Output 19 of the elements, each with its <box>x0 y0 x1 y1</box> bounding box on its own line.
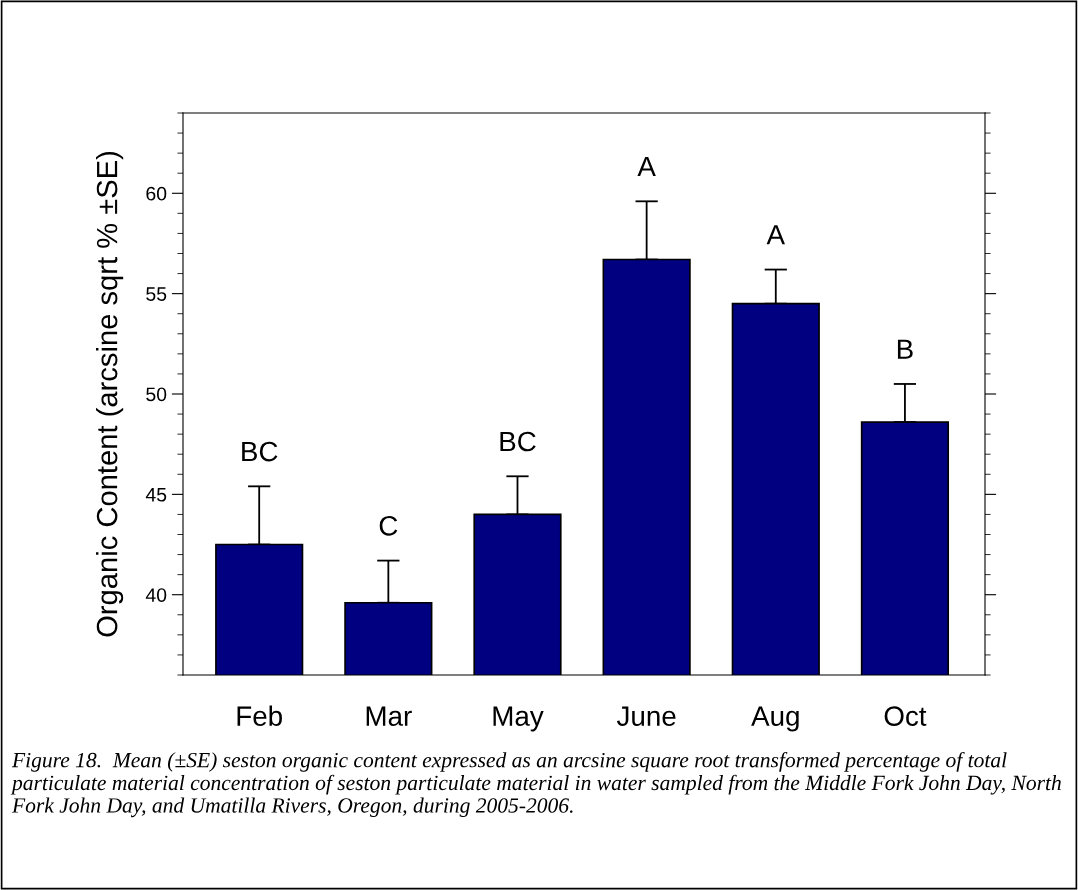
caption: Figure 18. Mean (±SE) seston organic content expressed as an arcsine square root transformed percentage of total particulate material concentration of seston particulate material in water sampled from the Middle Fork John Day, North Fork John Day, and Umatilla Rivers, Oregon, during 2005-2006. <box>10 752 1061 818</box>
x-tick-label: May <box>493 706 544 732</box>
y-tick-label: 55 <box>146 287 167 301</box>
x-tick-label: Feb <box>237 705 282 726</box>
x-tick-label: June <box>616 706 676 726</box>
y-tick-label: 40 <box>145 588 167 602</box>
annotation: BC <box>242 441 278 462</box>
annotation: BC <box>500 431 536 452</box>
annotation: B <box>897 339 913 359</box>
y-axis-title: Organic Content (arcsine sqrt % ±SE) <box>95 151 124 637</box>
annotation: A <box>766 225 785 245</box>
x-tick-label: Mar <box>366 706 412 726</box>
annotation: A <box>637 157 656 177</box>
annotation: C <box>379 515 398 536</box>
y-tick-label: 50 <box>146 387 167 402</box>
x-tick-label: Oct <box>884 706 927 726</box>
y-tick-label: 45 <box>145 488 167 502</box>
y-tick-label: 60 <box>146 186 167 201</box>
x-tick-label: Aug <box>751 706 799 732</box>
